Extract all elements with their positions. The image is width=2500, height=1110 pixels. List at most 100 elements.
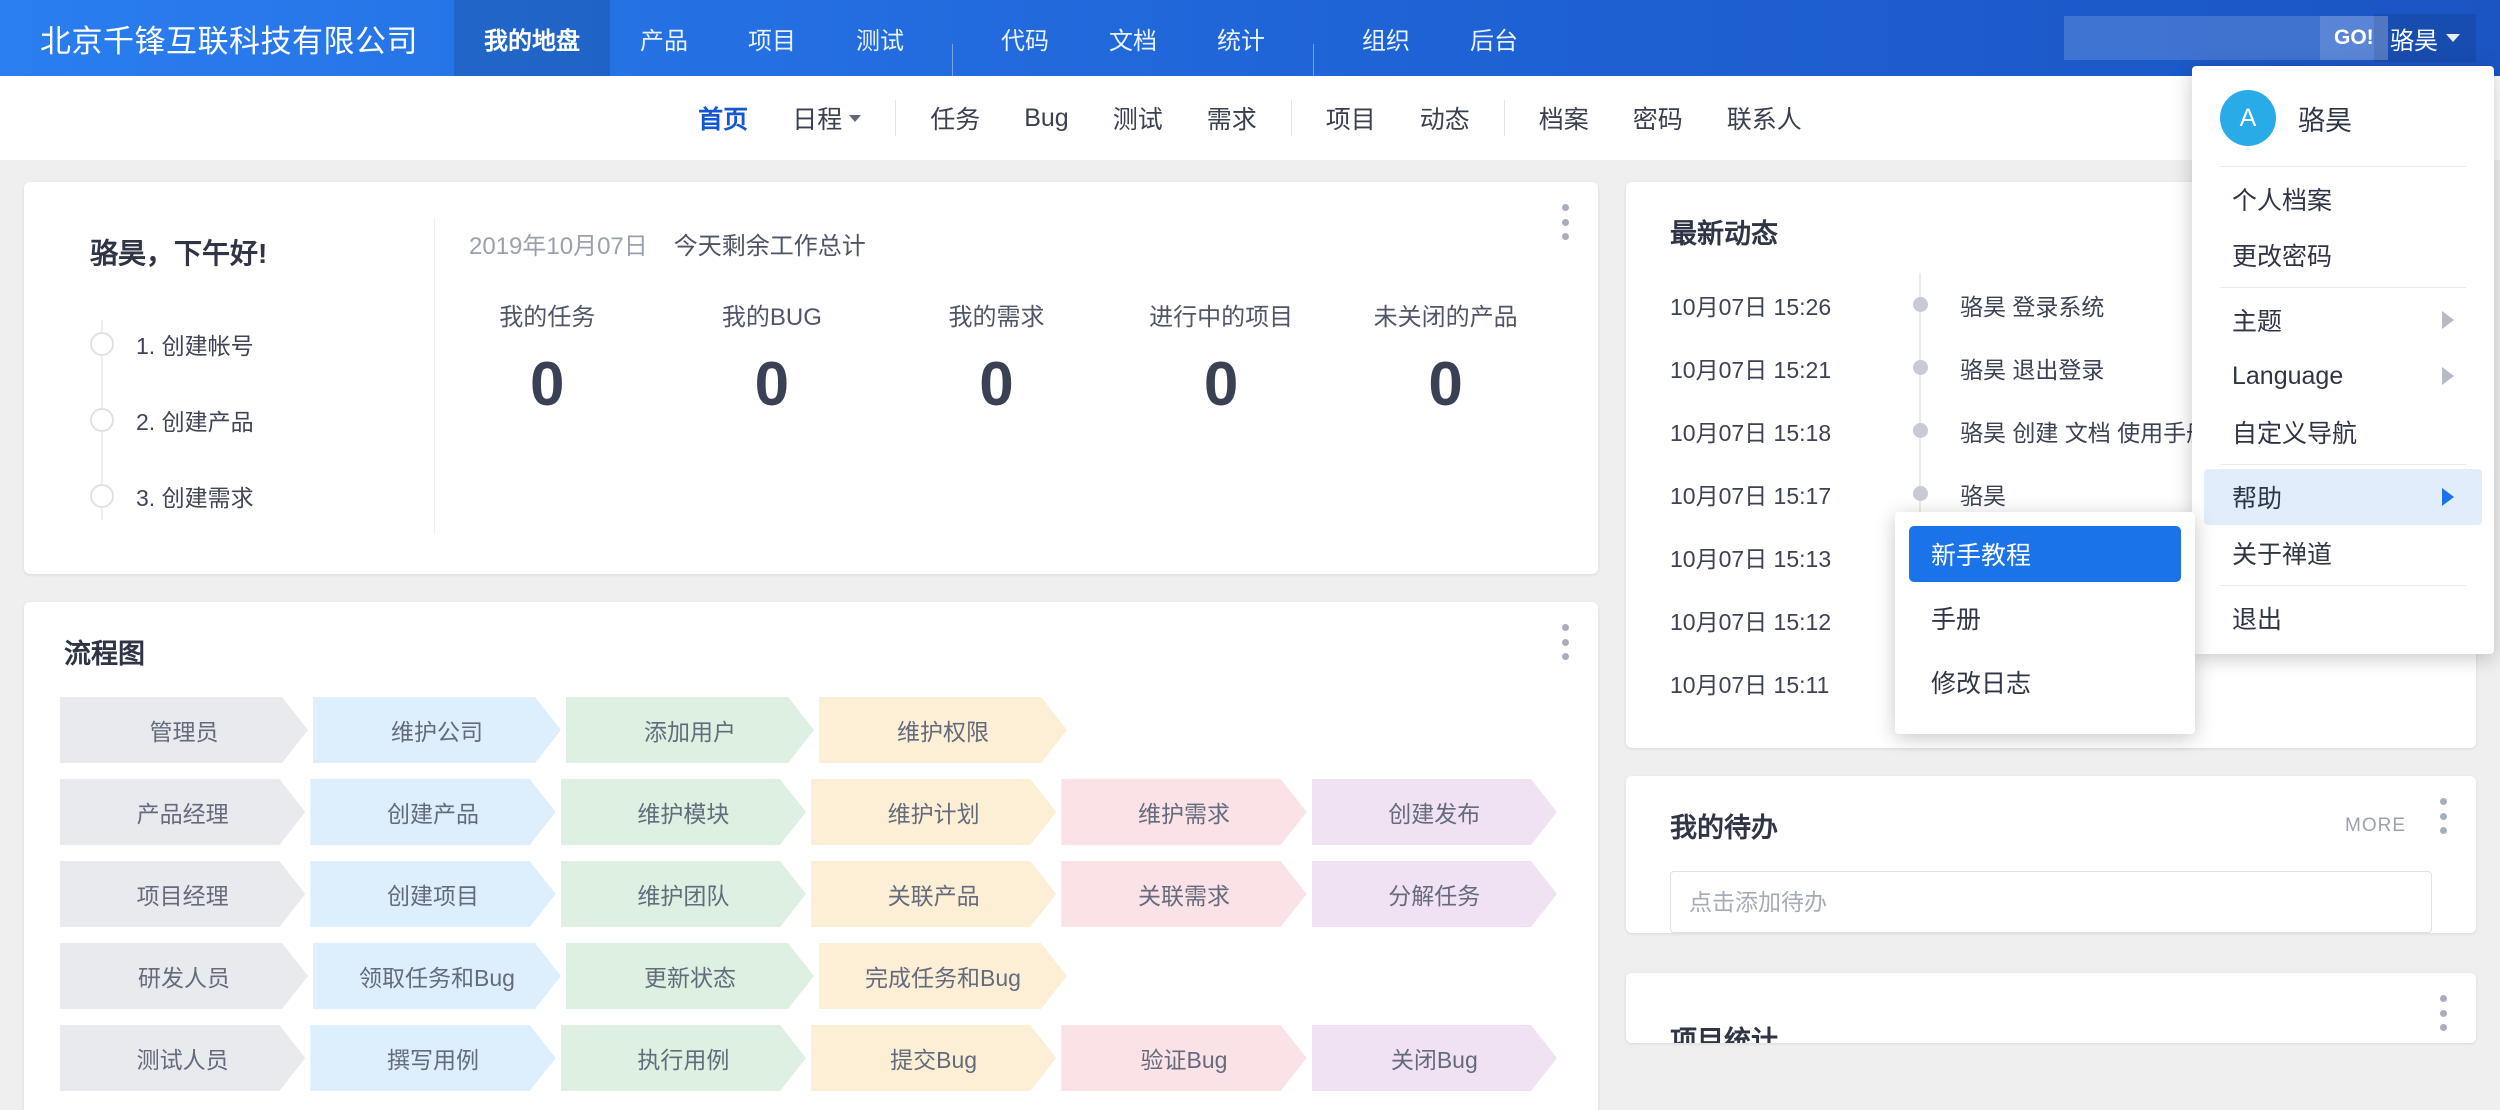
flowchart-step[interactable]: 测试人员: [60, 1025, 305, 1091]
card-options-icon[interactable]: [2432, 995, 2454, 1031]
stat-tile[interactable]: 进行中的项目 0: [1109, 297, 1334, 416]
flowchart-step[interactable]: 创建产品: [310, 779, 555, 845]
flowchart-row: 管理员 维护公司 添加用户 维护权限: [60, 697, 1562, 763]
bottom-card-title: 项目统计: [1670, 1026, 1778, 1043]
flowchart-step[interactable]: 关闭Bug: [1312, 1025, 1557, 1091]
user-account-button[interactable]: 骆昊: [2374, 14, 2476, 62]
activity-time: 10月07日 15:13: [1670, 545, 1832, 572]
flowchart-step[interactable]: 提交Bug: [811, 1025, 1056, 1091]
stat-tile[interactable]: 我的BUG 0: [660, 297, 885, 416]
stat-tile[interactable]: 我的需求 0: [884, 297, 1109, 416]
chevron-right-icon: [2442, 367, 2454, 385]
flowchart-step[interactable]: 关联产品: [811, 861, 1056, 927]
nav-item-1[interactable]: 产品: [640, 27, 688, 55]
user-menu-item-7[interactable]: 帮助: [2204, 469, 2482, 525]
help-submenu-item-1[interactable]: 手册: [1931, 606, 1982, 634]
flowchart-step[interactable]: 产品经理: [60, 779, 305, 845]
onboarding-step[interactable]: 1. 创建帐号: [90, 306, 424, 382]
flowchart-step[interactable]: 完成任务和Bug: [819, 943, 1067, 1009]
user-dropdown-menu[interactable]: A 骆昊 个人档案更改密码主题 Language 自定义导航帮助 关于禅道退出: [2192, 66, 2494, 654]
subnav-separator: [1503, 100, 1505, 136]
user-menu-item-8[interactable]: 关于禅道: [2204, 525, 2482, 581]
flowchart-step[interactable]: 维护团队: [561, 861, 806, 927]
subnav-item-8[interactable]: 项目: [1304, 100, 1398, 136]
page-body: 骆昊，下午好! 1. 创建帐号 2. 创建产品 3. 创建需求 2019年10月07…: [0, 160, 2500, 1110]
onboarding-step[interactable]: 2. 创建产品: [90, 382, 424, 458]
subnav-item-12[interactable]: 密码: [1611, 100, 1705, 136]
flowchart-step[interactable]: 添加用户: [566, 697, 814, 763]
subnav-item-6[interactable]: 需求: [1185, 100, 1279, 136]
activity-row[interactable]: 10月07日 15:26 骆昊 登录系统: [1670, 273, 2446, 336]
nav-item-0[interactable]: 我的地盘: [454, 0, 610, 76]
flowchart-step[interactable]: 关联需求: [1061, 861, 1306, 927]
card-options-icon[interactable]: [2432, 798, 2454, 834]
flowchart-row: 项目经理 创建项目 维护团队 关联产品 关联需求 分解任务: [60, 861, 1562, 927]
subnav-item-9[interactable]: 动态: [1398, 100, 1492, 136]
nav-item-5[interactable]: 代码: [1001, 27, 1049, 55]
todo-more-link[interactable]: MORE: [2345, 814, 2406, 836]
card-options-icon[interactable]: [1554, 204, 1576, 240]
flowchart-step[interactable]: 更新状态: [566, 943, 814, 1009]
flowchart-step[interactable]: 项目经理: [60, 861, 305, 927]
flowchart-step[interactable]: 撰写用例: [310, 1025, 555, 1091]
activity-row[interactable]: 10月07日 15:18 骆昊 创建 文档 使用手册: [1670, 399, 2446, 462]
todo-add-field[interactable]: [1670, 871, 2432, 933]
nav-item-9[interactable]: 组织: [1362, 27, 1410, 55]
flowchart-step[interactable]: 维护计划: [811, 779, 1056, 845]
nav-item-2[interactable]: 项目: [748, 27, 796, 55]
user-menu-item-5[interactable]: 自定义导航: [2204, 404, 2482, 460]
flowchart-step[interactable]: 维护公司: [313, 697, 561, 763]
subnav-item-5[interactable]: 测试: [1091, 100, 1185, 136]
activity-row[interactable]: 10月07日 15:17 骆昊: [1670, 462, 2446, 525]
flowchart-row: 产品经理 创建产品 维护模块 维护计划 维护需求 创建发布: [60, 779, 1562, 845]
user-menu-item-label: 个人档案: [2232, 187, 2333, 215]
nav-item-10[interactable]: 后台: [1470, 27, 1518, 55]
stat-label: 我的需求: [948, 304, 1045, 331]
flowchart-step[interactable]: 分解任务: [1312, 861, 1557, 927]
subnav-item-1[interactable]: 日程: [770, 100, 883, 136]
subnav-item-4[interactable]: Bug: [1002, 104, 1090, 133]
nav-item-6[interactable]: 文档: [1109, 27, 1157, 55]
user-menu-item-10[interactable]: 退出: [2204, 590, 2482, 646]
user-menu-item-0[interactable]: 个人档案: [2204, 171, 2482, 227]
card-options-icon[interactable]: [1554, 624, 1576, 660]
global-search[interactable]: GO!: [2064, 16, 2388, 60]
stat-tile[interactable]: 我的任务 0: [435, 297, 660, 416]
flowchart-step[interactable]: 创建发布: [1312, 779, 1557, 845]
nav-item-7[interactable]: 统计: [1217, 27, 1265, 55]
help-submenu-item-0[interactable]: 新手教程: [1909, 526, 2181, 582]
flowchart-step[interactable]: 维护需求: [1061, 779, 1306, 845]
help-submenu-item-2[interactable]: 修改日志: [1931, 670, 2032, 698]
flowchart-step[interactable]: 维护权限: [819, 697, 1067, 763]
todo-input[interactable]: [1689, 888, 2413, 916]
subnav-item-0[interactable]: 首页: [676, 100, 770, 136]
subnav-item-label: 动态: [1419, 106, 1470, 134]
activity-row[interactable]: 10月07日 15:21 骆昊 退出登录: [1670, 336, 2446, 399]
subnav-item-label: 需求: [1206, 106, 1257, 134]
help-submenu[interactable]: 新手教程手册修改日志: [1895, 512, 2195, 734]
flowchart-step[interactable]: 维护模块: [561, 779, 806, 845]
subnav-item-3[interactable]: 任务: [908, 100, 1002, 136]
subnav-item-label: 密码: [1632, 106, 1683, 134]
onboarding-step[interactable]: 3. 创建需求: [90, 458, 424, 534]
activity-time: 10月07日 15:26: [1670, 293, 1832, 320]
search-go-button[interactable]: GO!: [2320, 16, 2388, 60]
stat-tile[interactable]: 未关闭的产品 0: [1333, 297, 1558, 416]
subnav-item-11[interactable]: 档案: [1517, 100, 1611, 136]
flowchart-step[interactable]: 领取任务和Bug: [313, 943, 561, 1009]
flowchart-step[interactable]: 执行用例: [561, 1025, 806, 1091]
flowchart-step[interactable]: 管理员: [60, 697, 308, 763]
flowchart-step[interactable]: 研发人员: [60, 943, 308, 1009]
user-profile-row: A 骆昊: [2192, 76, 2494, 162]
flowchart-step[interactable]: 创建项目: [310, 861, 555, 927]
user-menu-item-4[interactable]: Language: [2204, 348, 2482, 404]
nav-item-3[interactable]: 测试: [856, 27, 904, 55]
user-menu-item-3[interactable]: 主题: [2204, 292, 2482, 348]
user-menu-item-1[interactable]: 更改密码: [2204, 227, 2482, 283]
subnav-item-13[interactable]: 联系人: [1705, 100, 1824, 136]
search-input[interactable]: [2064, 16, 2320, 60]
flowchart-step[interactable]: 验证Bug: [1061, 1025, 1306, 1091]
activity-title: 最新动态: [1670, 219, 1778, 249]
brand-title: 北京千锋互联科技有限公司: [40, 23, 418, 59]
stat-value: 0: [754, 350, 790, 419]
